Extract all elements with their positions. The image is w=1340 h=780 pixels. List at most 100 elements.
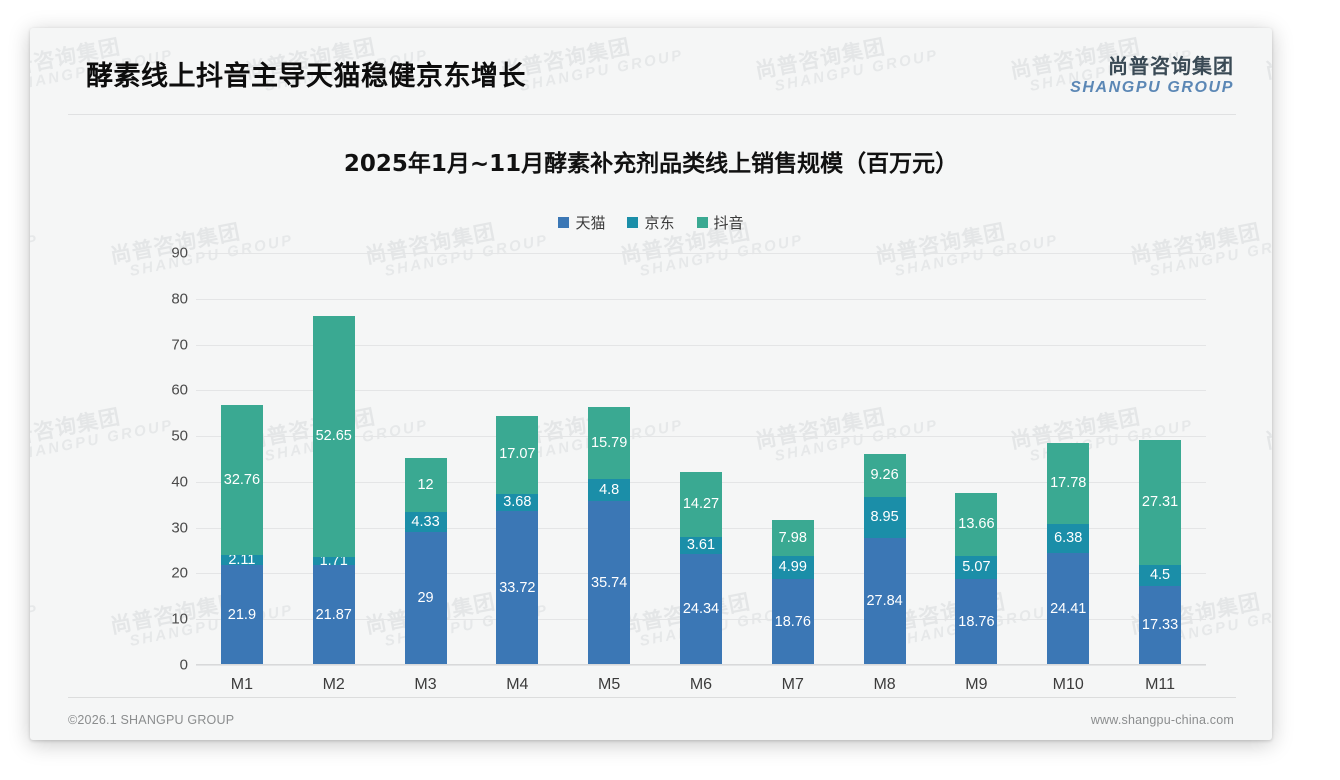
x-axis-label: M3	[414, 676, 437, 693]
bar-segment-douyin[interactable]: 14.27	[679, 471, 722, 538]
bars-container: 21.9 2.11 32.76 M1 21.87 1.71 52.65 M2 29 4.33 12 M…	[196, 253, 1206, 693]
bar-segment-tmall[interactable]: 35.74	[588, 501, 631, 665]
legend-swatch-icon	[696, 217, 708, 228]
bar-value-label: 21.9	[227, 606, 257, 623]
bar-segment-tmall[interactable]: 29	[404, 532, 447, 665]
bar-value-label: 13.66	[958, 516, 995, 533]
bar-segment-jd[interactable]: 5.07	[955, 555, 998, 580]
y-axis-tick-label: 60	[171, 381, 188, 399]
bar-segment-douyin[interactable]: 15.79	[588, 407, 631, 480]
gridline	[196, 344, 1206, 346]
gridline	[196, 436, 1206, 438]
gridline	[196, 253, 1206, 254]
x-axis-label: M2	[322, 676, 345, 693]
bar-value-label: 18.76	[958, 613, 995, 630]
y-axis-tick-label: 50	[171, 427, 188, 445]
chart-plot-area: 0 10 20 30 40 50 60 70 80 90 21.9 2.11 32.76 M1 21.87…	[170, 245, 1206, 693]
bar-segment-tmall[interactable]: 17.33	[1139, 585, 1182, 665]
x-axis-label: M8	[873, 676, 896, 693]
slide-footer: ©2026.1 SHANGPU GROUP www.shangpu-china.…	[68, 713, 1234, 727]
bar-value-label: 33.72	[499, 579, 536, 596]
bar-stack: 29 4.33 12	[404, 457, 447, 665]
bar-group[interactable]: 24.34 3.61 14.27 M6	[655, 253, 747, 693]
gridline	[196, 298, 1206, 300]
bar-value-label: 4.8	[599, 482, 620, 499]
bar-value-label: 15.79	[591, 435, 628, 452]
bar-stack: 27.84 8.95 9.26	[863, 454, 906, 665]
bar-segment-tmall[interactable]: 18.76	[955, 579, 998, 665]
x-axis-label: M4	[506, 676, 529, 693]
bar-segment-tmall[interactable]: 24.41	[1047, 553, 1090, 665]
legend-swatch-icon	[627, 217, 639, 228]
bar-segment-tmall[interactable]: 24.34	[679, 553, 722, 665]
bar-segment-jd[interactable]: 3.68	[496, 493, 539, 511]
bar-segment-jd[interactable]: 1.71	[312, 554, 355, 568]
chart-title: 2025年1月~11月酵素补充剂品类线上销售规模（百万元）	[343, 151, 959, 177]
bar-segment-douyin[interactable]: 17.07	[496, 415, 539, 494]
footer-website: www.shangpu-china.com	[1090, 713, 1234, 727]
bar-stack: 21.9 2.11 32.76	[220, 405, 263, 665]
bar-segment-tmall[interactable]: 21.9	[220, 564, 263, 665]
bar-group[interactable]: 18.76 5.07 13.66 M9	[931, 253, 1023, 693]
bar-group[interactable]: 33.72 3.68 17.07 M4	[471, 253, 563, 693]
x-axis-line	[196, 664, 1206, 665]
x-axis-label: M6	[689, 676, 713, 693]
slide-header: 酵素线上抖音主导天猫稳健京东增长 尚普咨询集团 SHANGPU GROUP	[30, 28, 1272, 116]
legend-label: 天猫	[575, 214, 606, 232]
bar-value-label: 8.95	[870, 508, 899, 525]
bar-group[interactable]: 24.41 6.38 17.78 M10	[1022, 253, 1114, 693]
bar-segment-tmall[interactable]: 33.72	[496, 510, 539, 665]
legend-item-douyin[interactable]: 抖音	[696, 212, 744, 233]
header-divider	[68, 114, 1236, 115]
bar-segment-jd[interactable]: 4.33	[404, 512, 447, 533]
bar-segment-tmall[interactable]: 18.76	[771, 579, 814, 665]
bar-stack: 24.34 3.61 14.27	[679, 471, 722, 665]
bar-segment-douyin[interactable]: 7.98	[771, 519, 814, 557]
bar-group[interactable]: 18.76 4.99 7.98 M7	[747, 253, 839, 693]
bar-segment-douyin[interactable]: 32.76	[220, 405, 263, 556]
y-axis-tick-label: 90	[171, 244, 188, 262]
bar-segment-douyin[interactable]: 17.78	[1047, 442, 1090, 525]
slide-card: 尚普咨询集团 SHANGPU GROUP 尚普咨询集团 SHANGPU GROUP 尚普…	[30, 28, 1272, 740]
bar-value-label: 4.5	[1149, 567, 1171, 584]
legend-item-tmall[interactable]: 天猫	[558, 212, 605, 233]
bar-group[interactable]: 21.9 2.11 32.76 M1	[196, 253, 288, 693]
bar-segment-jd[interactable]: 3.61	[679, 537, 722, 554]
bar-value-label: 17.07	[499, 446, 536, 463]
bar-stack: 21.87 1.71 52.65	[312, 316, 355, 665]
bar-group[interactable]: 29 4.33 12 M3	[380, 253, 472, 693]
bar-segment-tmall[interactable]: 21.87	[312, 564, 355, 665]
bar-value-label: 27.31	[1141, 494, 1179, 511]
bar-value-label: 3.68	[503, 493, 532, 510]
bar-segment-jd[interactable]: 4.8	[588, 479, 631, 502]
gridline	[196, 665, 1206, 666]
bar-segment-tmall[interactable]: 27.84	[863, 537, 906, 665]
bar-segment-douyin[interactable]: 27.31	[1139, 440, 1182, 566]
bar-value-label: 4.33	[411, 514, 440, 531]
x-axis-label: M10	[1052, 676, 1084, 693]
bar-group[interactable]: 21.87 1.71 52.65 M2	[288, 253, 380, 693]
bar-segment-douyin[interactable]: 9.26	[863, 454, 906, 497]
bar-segment-jd[interactable]: 8.95	[863, 496, 906, 538]
x-axis-label: M7	[781, 676, 804, 693]
legend-item-jd[interactable]: 京东	[627, 212, 675, 233]
bar-segment-jd[interactable]: 4.5	[1139, 565, 1182, 586]
bar-value-label: 18.76	[774, 613, 811, 630]
bar-segment-jd[interactable]: 4.99	[771, 556, 814, 580]
bar-group[interactable]: 35.74 4.8 15.79 M5	[563, 253, 655, 693]
bar-group[interactable]: 17.33 4.5 27.31 M11	[1114, 253, 1206, 693]
bar-stack: 17.33 4.5 27.31	[1139, 440, 1182, 665]
bar-segment-douyin[interactable]: 12	[404, 457, 447, 513]
bar-group[interactable]: 27.84 8.95 9.26 M8	[839, 253, 931, 693]
legend-swatch-icon	[558, 217, 570, 228]
x-axis-label: M9	[965, 676, 988, 693]
bar-segment-douyin[interactable]: 13.66	[955, 493, 998, 556]
bar-segment-jd[interactable]: 2.11	[220, 553, 263, 567]
x-axis-label: M5	[598, 676, 621, 693]
bar-segment-jd[interactable]: 6.38	[1047, 524, 1090, 554]
bar-value-label: 5.07	[962, 559, 991, 576]
footer-copyright: ©2026.1 SHANGPU GROUP	[68, 713, 235, 727]
bar-segment-douyin[interactable]: 52.65	[312, 316, 355, 558]
